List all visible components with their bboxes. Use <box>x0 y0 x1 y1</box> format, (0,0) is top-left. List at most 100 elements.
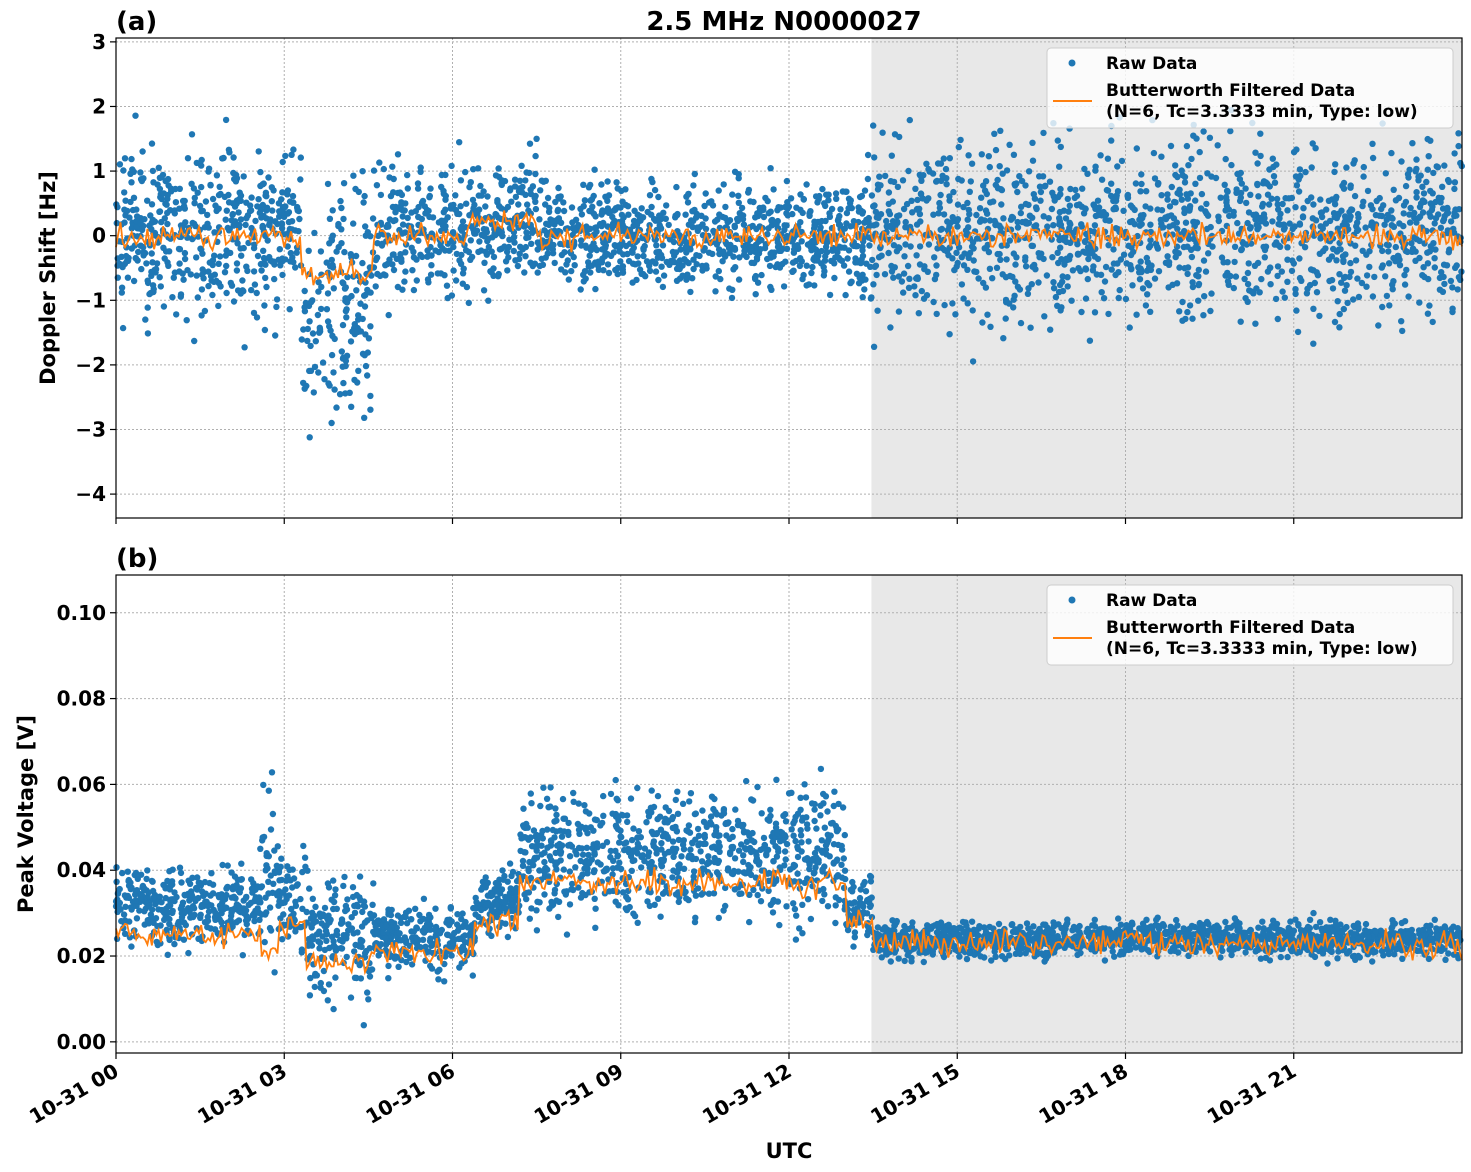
raw-data-point <box>790 249 798 256</box>
raw-data-point <box>501 243 508 250</box>
raw-data-point <box>609 213 616 221</box>
raw-data-point <box>175 245 183 253</box>
raw-data-point <box>1136 276 1144 283</box>
raw-data-point <box>515 201 522 208</box>
raw-data-point <box>1146 282 1153 289</box>
raw-data-point <box>1410 234 1418 241</box>
raw-data-point <box>315 288 322 295</box>
raw-data-point <box>531 260 539 267</box>
raw-data-point <box>632 261 639 268</box>
raw-data-point <box>1138 220 1145 228</box>
raw-data-point <box>746 918 753 926</box>
raw-data-point <box>1101 278 1109 285</box>
raw-data-point <box>1428 206 1436 214</box>
raw-data-point <box>904 262 912 270</box>
raw-data-point <box>902 224 909 231</box>
raw-data-point <box>492 210 499 218</box>
raw-data-point <box>254 252 262 260</box>
raw-data-point <box>854 259 861 266</box>
raw-data-point <box>386 256 393 263</box>
raw-data-point <box>949 300 956 307</box>
raw-data-point <box>1014 224 1022 231</box>
raw-data-point <box>986 217 994 224</box>
raw-data-point <box>1442 956 1449 963</box>
raw-data-point <box>752 214 759 221</box>
raw-data-point <box>536 867 543 874</box>
raw-data-point <box>1070 923 1078 931</box>
raw-data-point <box>490 253 498 261</box>
raw-data-point <box>868 192 876 199</box>
raw-data-point <box>1250 211 1257 219</box>
raw-data-point <box>1366 263 1373 271</box>
raw-data-point <box>616 859 623 866</box>
raw-data-point <box>361 303 369 310</box>
raw-data-point <box>1054 302 1061 309</box>
raw-data-point <box>581 268 589 275</box>
raw-data-point <box>382 262 389 269</box>
raw-data-point <box>648 858 655 866</box>
raw-data-point <box>1077 267 1084 275</box>
raw-data-point <box>991 217 998 225</box>
raw-data-point <box>198 183 205 191</box>
raw-data-point <box>301 854 309 861</box>
raw-data-point <box>1101 957 1109 964</box>
raw-data-point <box>580 181 587 188</box>
raw-data-point <box>729 191 736 198</box>
raw-data-point <box>1059 278 1066 285</box>
raw-data-point <box>722 214 729 222</box>
raw-data-point <box>1010 250 1017 257</box>
raw-data-point <box>438 171 445 179</box>
raw-data-point <box>973 268 980 276</box>
raw-data-point <box>198 286 206 293</box>
raw-data-point <box>683 895 690 902</box>
raw-data-point <box>1052 293 1060 301</box>
raw-data-point <box>1016 173 1023 180</box>
raw-data-point <box>192 222 199 230</box>
raw-data-point <box>457 225 464 232</box>
raw-data-point <box>965 152 972 159</box>
raw-data-point <box>149 259 156 266</box>
raw-data-point <box>820 272 828 279</box>
raw-data-point <box>1437 199 1444 206</box>
raw-data-point <box>707 813 715 820</box>
raw-data-point <box>1193 272 1200 279</box>
raw-data-point <box>1208 173 1215 180</box>
raw-data-point <box>250 268 258 275</box>
raw-data-point <box>1351 192 1359 200</box>
raw-data-point <box>754 891 761 899</box>
raw-data-point <box>164 951 171 958</box>
raw-data-point <box>586 225 594 232</box>
raw-data-point <box>911 283 918 290</box>
raw-data-point <box>1110 260 1118 267</box>
raw-data-point <box>983 210 991 217</box>
raw-data-point <box>421 203 428 210</box>
raw-data-point <box>506 236 513 243</box>
raw-data-point <box>1120 207 1127 214</box>
raw-data-point <box>173 311 180 318</box>
raw-data-point <box>441 217 449 224</box>
raw-data-point <box>875 254 883 261</box>
raw-data-points <box>112 765 1464 1029</box>
raw-data-point <box>241 344 248 351</box>
raw-data-point <box>797 806 804 813</box>
raw-data-point <box>1158 207 1166 214</box>
raw-data-point <box>808 269 815 277</box>
raw-data-point <box>1343 164 1350 171</box>
raw-data-point <box>976 218 984 225</box>
raw-data-point <box>484 237 491 245</box>
raw-data-point <box>1260 211 1268 218</box>
raw-data-point <box>1184 195 1192 202</box>
raw-data-point <box>715 246 723 253</box>
raw-data-point <box>1320 247 1327 255</box>
raw-data-point <box>392 203 399 211</box>
raw-data-point <box>247 207 255 214</box>
raw-data-point <box>511 176 519 183</box>
raw-data-point <box>1392 197 1400 204</box>
raw-data-point <box>1363 251 1370 258</box>
raw-data-point <box>113 878 120 885</box>
raw-data-point <box>1048 205 1056 213</box>
raw-data-point <box>412 905 419 912</box>
raw-data-point <box>413 277 420 284</box>
raw-data-point <box>1057 244 1064 251</box>
raw-data-point <box>180 276 187 283</box>
